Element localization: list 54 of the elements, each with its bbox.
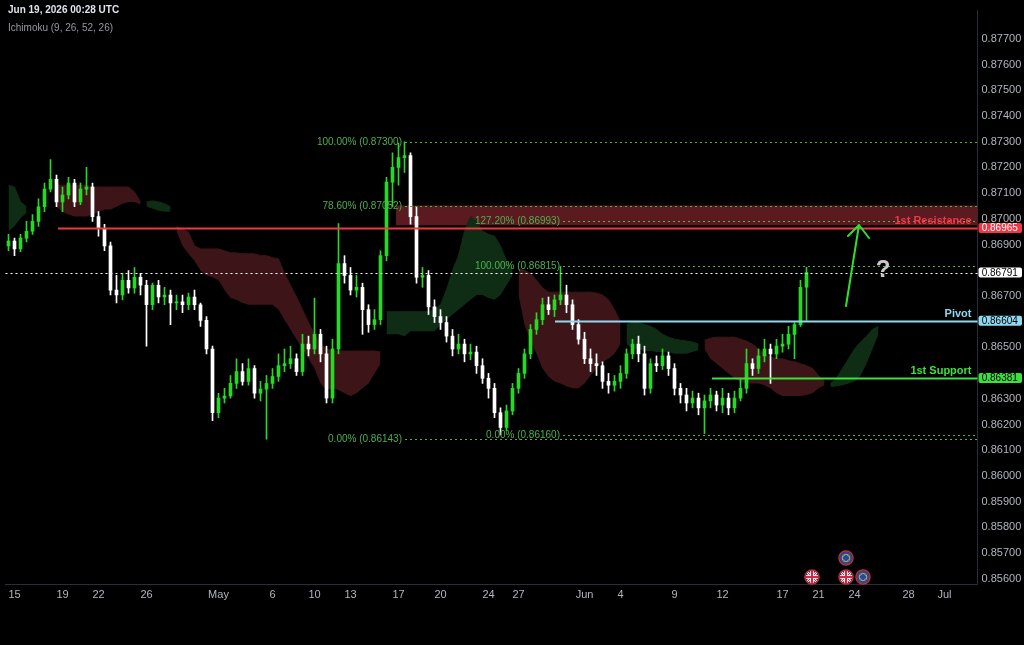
y-tick-label: 0.85800: [981, 520, 1022, 533]
ref-line-label: 100.00% (0.87300): [316, 136, 402, 148]
x-tick-label: 21: [812, 587, 825, 600]
y-tick-label: 0.87600: [981, 57, 1022, 70]
ref-line-label: 1st Resistance: [894, 213, 972, 226]
ref-line-label: 1st Support: [910, 363, 972, 376]
y-tick-label: 0.85900: [981, 494, 1022, 507]
x-tick-label: Jul: [937, 587, 952, 600]
x-tick-label: 27: [512, 587, 525, 600]
y-tick-label: 0.86100: [981, 443, 1022, 456]
ref-line-label: 0.00% (0.86143): [328, 433, 402, 445]
text: 0.86965: [981, 222, 1019, 234]
y-tick-label: 0.87400: [981, 109, 1022, 122]
y-tick-label: 0.87500: [981, 83, 1022, 96]
x-tick-label: 9: [671, 587, 678, 600]
text: 0.86381: [981, 372, 1019, 384]
x-tick-label: 28: [902, 587, 915, 600]
x-tick-label: 12: [716, 587, 729, 600]
x-tick-label: 13: [344, 587, 357, 600]
x-tick-label: 6: [269, 587, 276, 600]
y-tick-label: 0.87100: [981, 186, 1022, 199]
ref-line-label: 100.00% (0.86815): [474, 260, 560, 272]
x-tick-label: 20: [434, 587, 447, 600]
y-tick-label: 0.86300: [981, 391, 1022, 404]
x-tick-label: 24: [848, 587, 861, 600]
x-tick-label: 24: [482, 587, 495, 600]
y-tick-label: 0.85700: [981, 546, 1022, 559]
y-tick-label: 0.85600: [981, 571, 1022, 584]
x-tick-label: 4: [617, 587, 624, 600]
ref-line-label: 0.00% (0.86160): [486, 429, 560, 441]
ref-line-label: Pivot: [944, 306, 972, 319]
text: 0.86791: [981, 266, 1019, 278]
x-tick-label: 17: [392, 587, 405, 600]
y-tick-label: 0.87200: [981, 160, 1022, 173]
text: 0.86604: [981, 314, 1019, 326]
x-tick-label: May: [208, 587, 230, 600]
x-tick-label: 19: [56, 587, 69, 600]
y-tick-label: 0.86000: [981, 469, 1022, 482]
x-tick-label: 22: [92, 587, 105, 600]
x-tick-label: Jun: [575, 587, 594, 600]
x-tick-label: 15: [8, 587, 21, 600]
y-tick-label: 0.86700: [981, 289, 1022, 302]
annotation: Jun 19, 2026 00:28 UTC: [8, 3, 120, 15]
y-tick-label: 0.87700: [981, 31, 1022, 44]
x-tick-label: 17: [776, 587, 789, 600]
x-tick-label: 26: [140, 587, 153, 600]
y-tick-label: 0.87000: [981, 211, 1022, 224]
y-tick-label: 0.86500: [981, 340, 1022, 353]
x-tick-label: 10: [308, 587, 321, 600]
annotation: Ichimoku (9, 26, 52, 26): [8, 21, 114, 33]
y-tick-label: 0.87300: [981, 134, 1022, 147]
ref-line-label: 127.20% (0.86993): [474, 215, 560, 227]
y-tick-label: 0.86900: [981, 237, 1022, 250]
y-tick-label: 0.86200: [981, 417, 1022, 430]
